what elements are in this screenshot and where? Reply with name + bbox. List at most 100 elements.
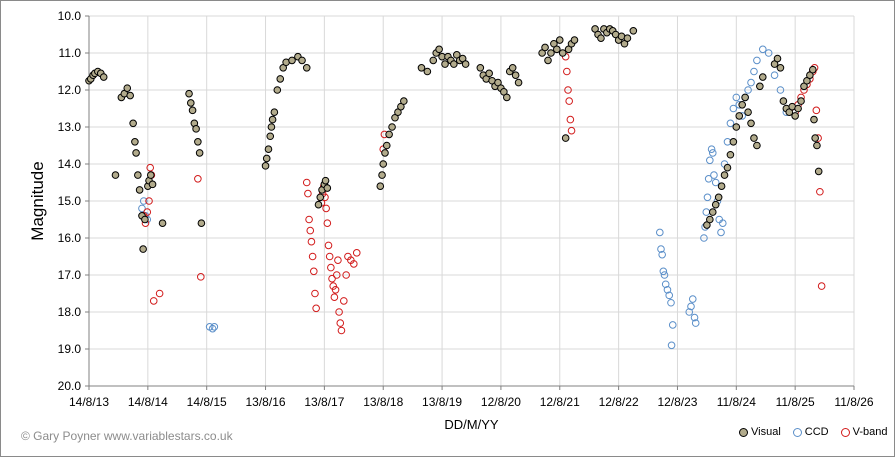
data-point [750,67,758,76]
data-point [270,108,279,116]
data-point [321,176,330,185]
data-point [704,175,713,183]
data-point [352,249,361,257]
legend-item: V-band [840,426,887,438]
data-point [564,86,572,94]
ccd-series [138,45,791,350]
data-point [146,171,155,179]
x-tick-label: 11/8/25 [776,395,815,409]
data-point [514,78,523,87]
y-tick-label: 20.0 [58,379,82,393]
data-point [388,123,396,131]
data-point [323,219,332,227]
data-point [813,141,821,150]
data-point [197,219,206,227]
data-point [194,138,202,146]
x-tick-label: 13/8/19 [422,395,462,409]
y-tick-label: 13.0 [58,120,82,134]
data-point [208,324,217,333]
data-point [268,115,277,124]
data-point [817,282,826,290]
data-point [711,178,720,187]
data-point [708,208,717,216]
data-point [667,341,676,350]
data-point [148,180,157,189]
data-point [302,178,311,187]
data-point [685,308,694,316]
data-point [711,200,720,209]
data-point [511,71,520,79]
data-point [210,323,219,331]
data-point [776,86,785,94]
data-point [623,34,632,43]
data-point [429,56,438,65]
data-point [378,171,386,179]
data-point [565,97,573,105]
legend-marker-icon [792,427,802,437]
data-point [376,182,385,190]
data-point [753,141,761,150]
data-point [476,64,485,72]
data-point [691,319,700,327]
data-point [385,130,393,139]
data-point [541,43,549,52]
data-point [812,106,821,115]
data-point [312,304,320,313]
data-point [188,106,197,115]
data-point [747,119,755,128]
y-tick-label: 12.0 [58,83,82,97]
data-point [267,123,276,131]
data-point [288,56,296,65]
data-point [661,280,670,289]
credit-text: © Gary Poyner www.variablestars.co.uk [21,429,233,443]
data-point [756,82,764,91]
y-tick-label: 19.0 [58,342,82,356]
legend-item: Visual [739,426,781,438]
y-tick-label: 16.0 [58,231,82,245]
data-point [750,134,758,142]
data-point [770,71,779,79]
data-point [561,134,570,142]
data-point [729,138,738,146]
data-point [726,150,735,159]
data-point [547,49,555,57]
data-point [307,237,316,246]
y-tick-label: 18.0 [58,305,82,319]
data-point [741,93,749,102]
data-point [816,187,824,196]
data-point [708,149,717,157]
data-point [555,36,564,44]
data-point [306,226,315,235]
data-point [811,134,819,142]
data-point [702,208,711,216]
visual-series [85,25,823,253]
data-point [143,208,152,216]
data-point [185,89,193,98]
data-point [779,97,788,105]
data-point [810,115,818,124]
data-point [308,252,317,261]
data-point [566,115,575,124]
data-point [690,313,699,322]
data-point [658,250,666,259]
data-point [194,175,202,183]
data-point [330,293,339,302]
x-tick-label: 12/8/22 [599,395,639,409]
x-tick-label: 12/8/23 [657,395,697,409]
data-point [197,273,205,281]
data-point [744,86,752,94]
data-point [744,108,752,116]
data-point [723,163,732,172]
x-tick-label: 14/8/15 [187,395,227,409]
data-point [298,56,306,65]
legend-marker-icon [840,427,850,437]
data-point [129,119,137,128]
data-points [85,25,826,350]
data-point [187,99,195,107]
data-point [337,326,346,335]
legend-label: Visual [751,426,781,438]
data-point [266,132,275,141]
data-point [485,69,493,78]
